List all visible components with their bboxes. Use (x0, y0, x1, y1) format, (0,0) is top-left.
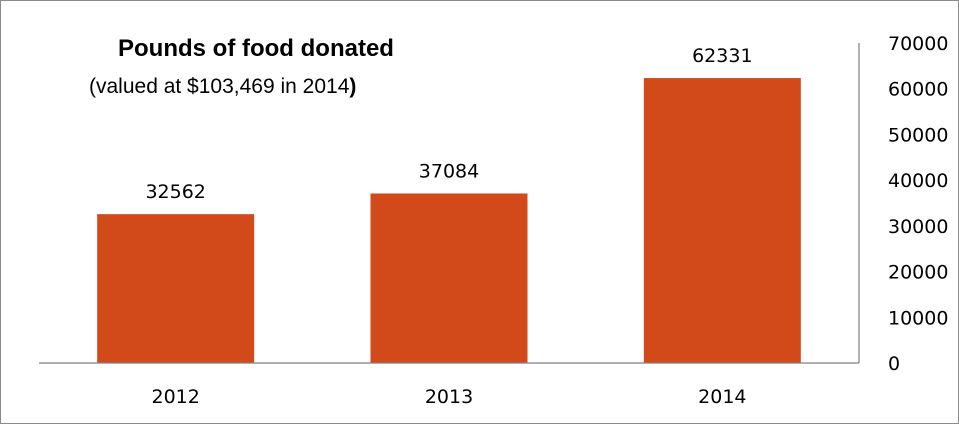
y-tick-label: 0 (888, 353, 900, 375)
y-tick-label: 30000 (888, 216, 948, 238)
chart-subtitle-close: ) (349, 75, 357, 98)
y-tick-label: 40000 (888, 170, 948, 192)
bar-2013 (370, 193, 528, 363)
chart-title: Pounds of food donated (118, 35, 394, 62)
chart-subtitle-text: (valued at $103,469 in 2014 (89, 75, 350, 98)
y-tick-label: 70000 (888, 33, 948, 55)
data-label-2014: 62331 (692, 45, 752, 67)
bar-2014 (643, 78, 801, 363)
y-tick-label: 50000 (888, 124, 948, 146)
x-tick-label-2014: 2014 (698, 386, 746, 408)
y-tick-label: 60000 (888, 79, 948, 101)
x-tick-label-2012: 2012 (151, 386, 199, 408)
data-label-2012: 32562 (145, 181, 205, 203)
x-tick-label-2013: 2013 (425, 386, 473, 408)
bar-2012 (97, 214, 255, 363)
chart-subtitle: (valued at $103,469 in 2014) (89, 75, 356, 99)
y-tick-label: 20000 (888, 262, 948, 284)
y-tick-label: 10000 (888, 307, 948, 329)
data-label-2013: 37084 (419, 160, 479, 182)
